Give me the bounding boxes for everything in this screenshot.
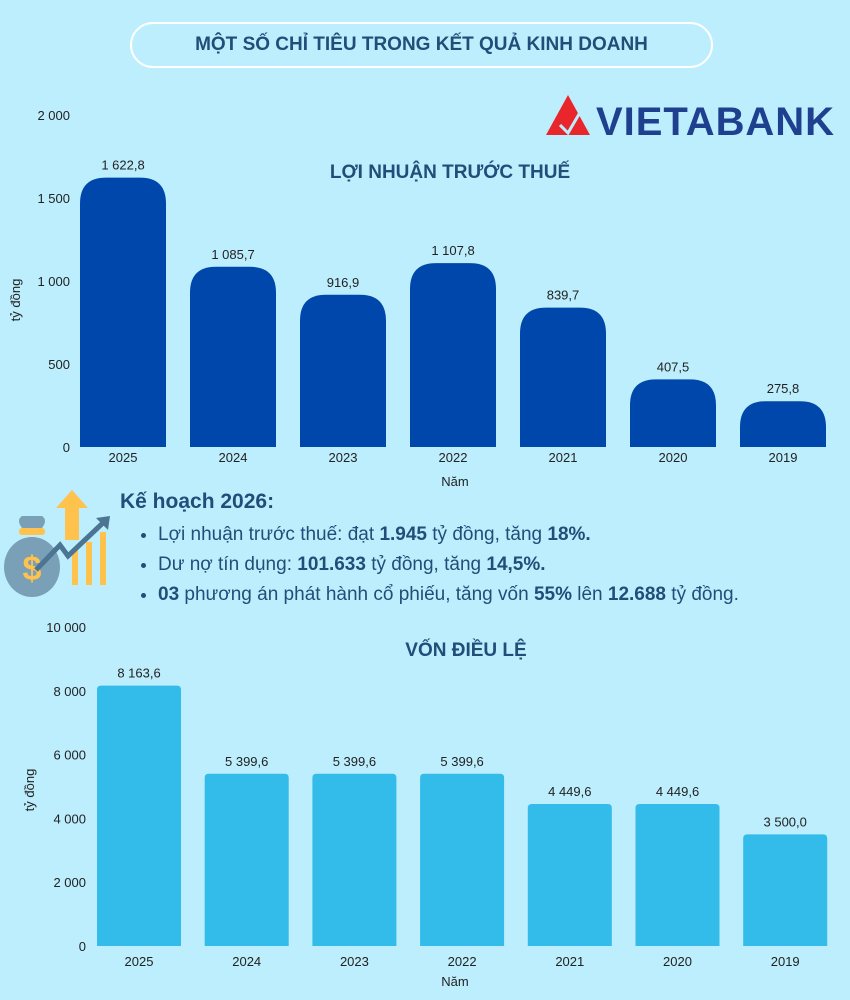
bar-2021 — [520, 307, 606, 447]
bar-2022 — [420, 773, 505, 946]
data-label: 3 500,0 — [764, 814, 807, 829]
x-tick-label: 2020 — [663, 954, 692, 969]
x-axis-label: Năm — [441, 474, 468, 489]
y-tick-label: 2 000 — [53, 875, 86, 890]
bar-2020 — [630, 379, 716, 447]
data-label: 275,8 — [767, 381, 800, 396]
chart-title: VỐN ĐIỀU LỆ — [405, 639, 526, 661]
svg-text:$: $ — [23, 550, 42, 588]
bar-2025 — [97, 685, 181, 946]
x-tick-label: 2024 — [219, 450, 248, 465]
data-label: 4 449,6 — [656, 784, 699, 799]
bar-2024 — [204, 773, 289, 946]
bar-2024 — [190, 266, 276, 447]
svg-text:VIETABANK: VIETABANK — [596, 100, 834, 141]
y-tick-label: 1 000 — [37, 274, 70, 289]
x-tick-label: 2023 — [340, 954, 369, 969]
money-bag-growth-icon: $ — [4, 490, 110, 597]
x-tick-label: 2025 — [109, 450, 138, 465]
data-label: 1 107,8 — [431, 243, 474, 258]
x-tick-label: 2020 — [659, 450, 688, 465]
x-axis-label: Năm — [441, 974, 468, 989]
x-tick-label: 2022 — [448, 954, 477, 969]
x-tick-label: 2024 — [232, 954, 261, 969]
x-tick-label: 2019 — [769, 450, 798, 465]
data-label: 4 449,6 — [548, 784, 591, 799]
plan-item-profit: Lợi nhuận trước thuế: đạt 1.945 tỷ đồng,… — [158, 520, 739, 550]
vietabank-logo: VIETABANK — [546, 95, 834, 141]
bar-2025 — [80, 177, 166, 447]
y-tick-label: 2 000 — [37, 108, 70, 123]
y-tick-label: 500 — [48, 357, 70, 372]
y-axis-label: tỷ đồng — [8, 279, 23, 322]
data-label: 5 399,6 — [440, 754, 483, 769]
data-label: 5 399,6 — [225, 754, 268, 769]
y-tick-label: 6 000 — [53, 748, 86, 763]
bar-2019 — [743, 834, 828, 946]
plan-item-shares: 03 phương án phát hành cổ phiếu, tăng vố… — [158, 580, 739, 610]
header-title: MỘT SỐ CHỈ TIÊU TRONG KẾT QUẢ KINH DOANH — [130, 22, 713, 68]
bar-2023 — [300, 294, 386, 447]
x-tick-label: 2021 — [555, 954, 584, 969]
y-tick-label: 10 000 — [46, 620, 86, 635]
data-label: 8 163,6 — [117, 666, 160, 681]
bar-2023 — [312, 773, 397, 946]
plan-title: Kế hoạch 2026: — [120, 490, 275, 513]
plan-item-credit: Dư nợ tín dụng: 101.633 tỷ đồng, tăng 14… — [158, 550, 739, 580]
data-label: 407,5 — [657, 359, 690, 374]
data-label: 5 399,6 — [333, 754, 376, 769]
chart-title: LỢI NHUẬN TRƯỚC THUẾ — [330, 161, 570, 183]
y-tick-label: 0 — [63, 440, 70, 455]
y-tick-label: 4 000 — [53, 811, 86, 826]
y-tick-label: 8 000 — [53, 684, 86, 699]
bar-2022 — [410, 263, 496, 447]
x-tick-label: 2019 — [771, 954, 800, 969]
bar-2021 — [527, 804, 612, 946]
data-label: 839,7 — [547, 288, 580, 303]
x-tick-label: 2022 — [439, 450, 468, 465]
plan-list: Lợi nhuận trước thuế: đạt 1.945 tỷ đồng,… — [120, 520, 739, 610]
y-tick-label: 1 500 — [37, 191, 70, 206]
data-label: 1 622,8 — [101, 158, 144, 173]
x-tick-label: 2021 — [549, 450, 578, 465]
y-tick-label: 0 — [79, 939, 86, 954]
data-label: 916,9 — [327, 275, 360, 290]
plan-2026: Kế hoạch 2026: Lợi nhuận trước thuế: đạt… — [120, 490, 739, 610]
bar-2019 — [740, 401, 826, 447]
x-tick-label: 2025 — [125, 954, 154, 969]
bar-2020 — [635, 804, 720, 946]
data-label: 1 085,7 — [211, 247, 254, 262]
y-axis-label: tỷ đồng — [22, 769, 37, 812]
x-tick-label: 2023 — [329, 450, 358, 465]
